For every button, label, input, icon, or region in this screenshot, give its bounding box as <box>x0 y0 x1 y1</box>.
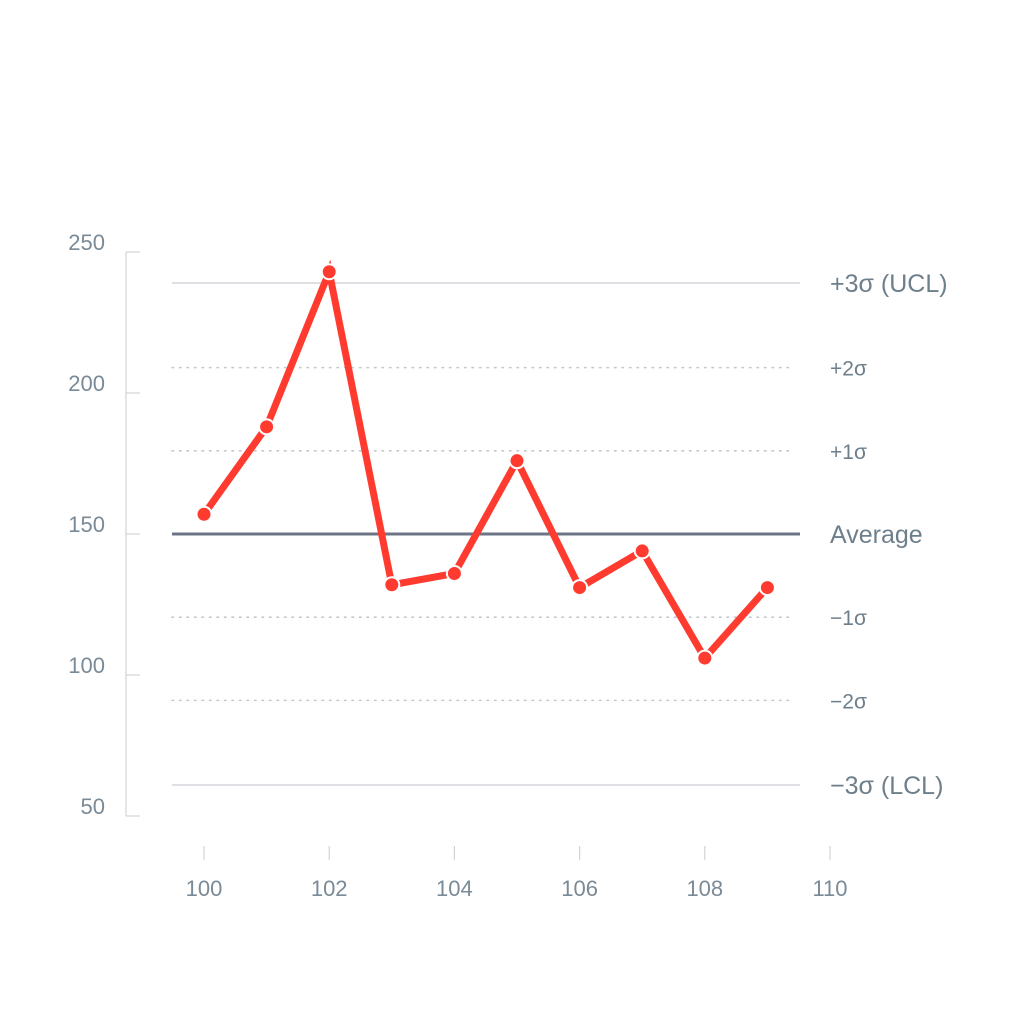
data-point <box>258 418 276 436</box>
data-point <box>383 576 401 594</box>
data-point <box>508 452 526 470</box>
series-line <box>200 259 771 665</box>
x-tick-label: 108 <box>686 876 723 901</box>
data-point <box>758 579 776 597</box>
reference-lines-layer: +3σ (UCL) +2σ +1σ Average −1σ −2σ −3σ (LCL) <box>171 270 948 800</box>
x-tick-label: 104 <box>436 876 473 901</box>
axes-layer: 250 200 150 100 50 100 102 104 106 108 110 <box>68 230 847 901</box>
data-point <box>195 505 213 523</box>
y-tick-label: 250 <box>68 230 105 255</box>
data-point <box>571 579 589 597</box>
data-point <box>445 564 463 582</box>
y-tick-label: 200 <box>68 371 105 396</box>
reference-line-label: −2σ <box>830 690 867 713</box>
x-tick-label: 110 <box>812 876 847 901</box>
y-tick-label: 100 <box>68 653 105 678</box>
data-point <box>633 542 651 560</box>
reference-line-label: +3σ (UCL) <box>830 270 948 298</box>
series-layer <box>195 259 776 667</box>
reference-line-label: +1σ <box>830 441 867 464</box>
x-tick-label: 100 <box>186 876 223 901</box>
y-tick-label: 150 <box>68 512 105 537</box>
x-tick-label: 106 <box>561 876 598 901</box>
reference-line-label: +2σ <box>830 358 867 381</box>
data-point <box>320 263 338 281</box>
y-tick-label: 50 <box>81 794 105 819</box>
x-tick-label: 102 <box>311 876 348 901</box>
reference-line-label: −3σ (LCL) <box>830 772 943 800</box>
reference-line-label: −1σ <box>830 607 867 630</box>
data-point <box>696 649 714 667</box>
reference-line-label: Average <box>830 521 923 549</box>
